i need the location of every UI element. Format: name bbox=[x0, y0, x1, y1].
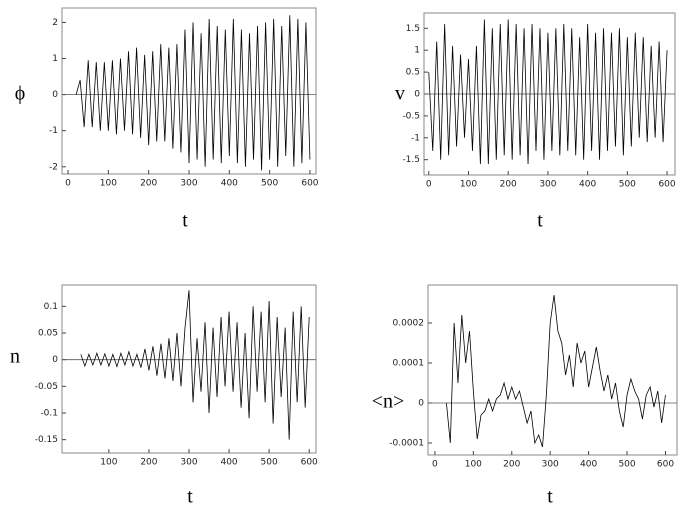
y-tick-label: 0 bbox=[52, 355, 58, 365]
y-tick-label: -1 bbox=[49, 126, 58, 136]
x-tick-label: 0 bbox=[426, 180, 432, 190]
y-tick-label: 1.5 bbox=[406, 24, 420, 34]
y-tick-label: 0.0001 bbox=[393, 359, 425, 369]
x-tick-label: 600 bbox=[657, 460, 674, 470]
x-tick-label: 0 bbox=[432, 460, 438, 470]
x-tick-label: 400 bbox=[579, 180, 596, 190]
y-axis-label: v bbox=[395, 83, 405, 105]
y-tick-label: 0.0002 bbox=[393, 319, 425, 329]
x-tick-label: 100 bbox=[100, 458, 117, 468]
x-tick-label: 600 bbox=[301, 458, 318, 468]
x-axis-label: t bbox=[537, 210, 543, 232]
x-tick-label: 100 bbox=[460, 180, 477, 190]
x-tick-label: 600 bbox=[658, 180, 675, 190]
y-tick-label: 0.05 bbox=[38, 329, 58, 339]
y-tick-label: 0 bbox=[418, 399, 424, 409]
y-tick-label: -0.05 bbox=[35, 382, 58, 392]
x-tick-label: 500 bbox=[619, 180, 636, 190]
x-axis-label: t bbox=[187, 486, 193, 508]
y-tick-label: -0.0001 bbox=[389, 439, 424, 449]
data-line bbox=[80, 290, 310, 440]
y-tick-label: -0.1 bbox=[40, 409, 58, 419]
y-tick-label: -1 bbox=[411, 133, 420, 143]
x-tick-label: 500 bbox=[261, 458, 278, 468]
x-tick-label: 600 bbox=[301, 179, 318, 189]
x-axis-label: t bbox=[182, 210, 188, 232]
x-tick-label: 200 bbox=[140, 458, 157, 468]
x-tick-label: 400 bbox=[220, 458, 237, 468]
data-line bbox=[428, 19, 668, 165]
x-tick-label: 200 bbox=[500, 180, 517, 190]
y-tick-label: 1 bbox=[414, 46, 420, 56]
y-tick-label: 1 bbox=[52, 54, 58, 64]
x-tick-label: 500 bbox=[261, 179, 278, 189]
x-tick-label: 200 bbox=[503, 460, 520, 470]
y-tick-label: 2 bbox=[52, 18, 58, 28]
y-tick-label: -1.5 bbox=[402, 155, 420, 165]
y-axis-label: <n> bbox=[372, 391, 405, 413]
data-line bbox=[75, 15, 311, 171]
x-tick-label: 300 bbox=[539, 180, 556, 190]
x-axis-label: t bbox=[547, 486, 553, 508]
plot-frame bbox=[427, 284, 678, 456]
x-tick-label: 300 bbox=[180, 458, 197, 468]
x-tick-label: 0 bbox=[65, 179, 71, 189]
y-tick-label: -0.5 bbox=[402, 111, 420, 121]
x-tick-label: 300 bbox=[542, 460, 559, 470]
y-tick-label: 0.1 bbox=[44, 302, 58, 312]
x-tick-label: 100 bbox=[100, 179, 117, 189]
x-tick-label: 400 bbox=[221, 179, 238, 189]
x-tick-label: 200 bbox=[140, 179, 157, 189]
plot-frame bbox=[61, 284, 317, 454]
x-tick-label: 500 bbox=[618, 460, 635, 470]
y-tick-label: 0.5 bbox=[406, 68, 420, 78]
x-tick-label: 100 bbox=[465, 460, 482, 470]
y-axis-label: n bbox=[10, 346, 20, 368]
y-tick-label: 0 bbox=[52, 90, 58, 100]
y-tick-label: -0.15 bbox=[35, 435, 58, 445]
x-tick-label: 300 bbox=[180, 179, 197, 189]
x-tick-label: 400 bbox=[580, 460, 597, 470]
y-axis-label: ϕ bbox=[15, 83, 26, 105]
y-tick-label: -2 bbox=[49, 162, 58, 172]
y-tick-label: 0 bbox=[414, 90, 420, 100]
data-line bbox=[446, 294, 666, 448]
